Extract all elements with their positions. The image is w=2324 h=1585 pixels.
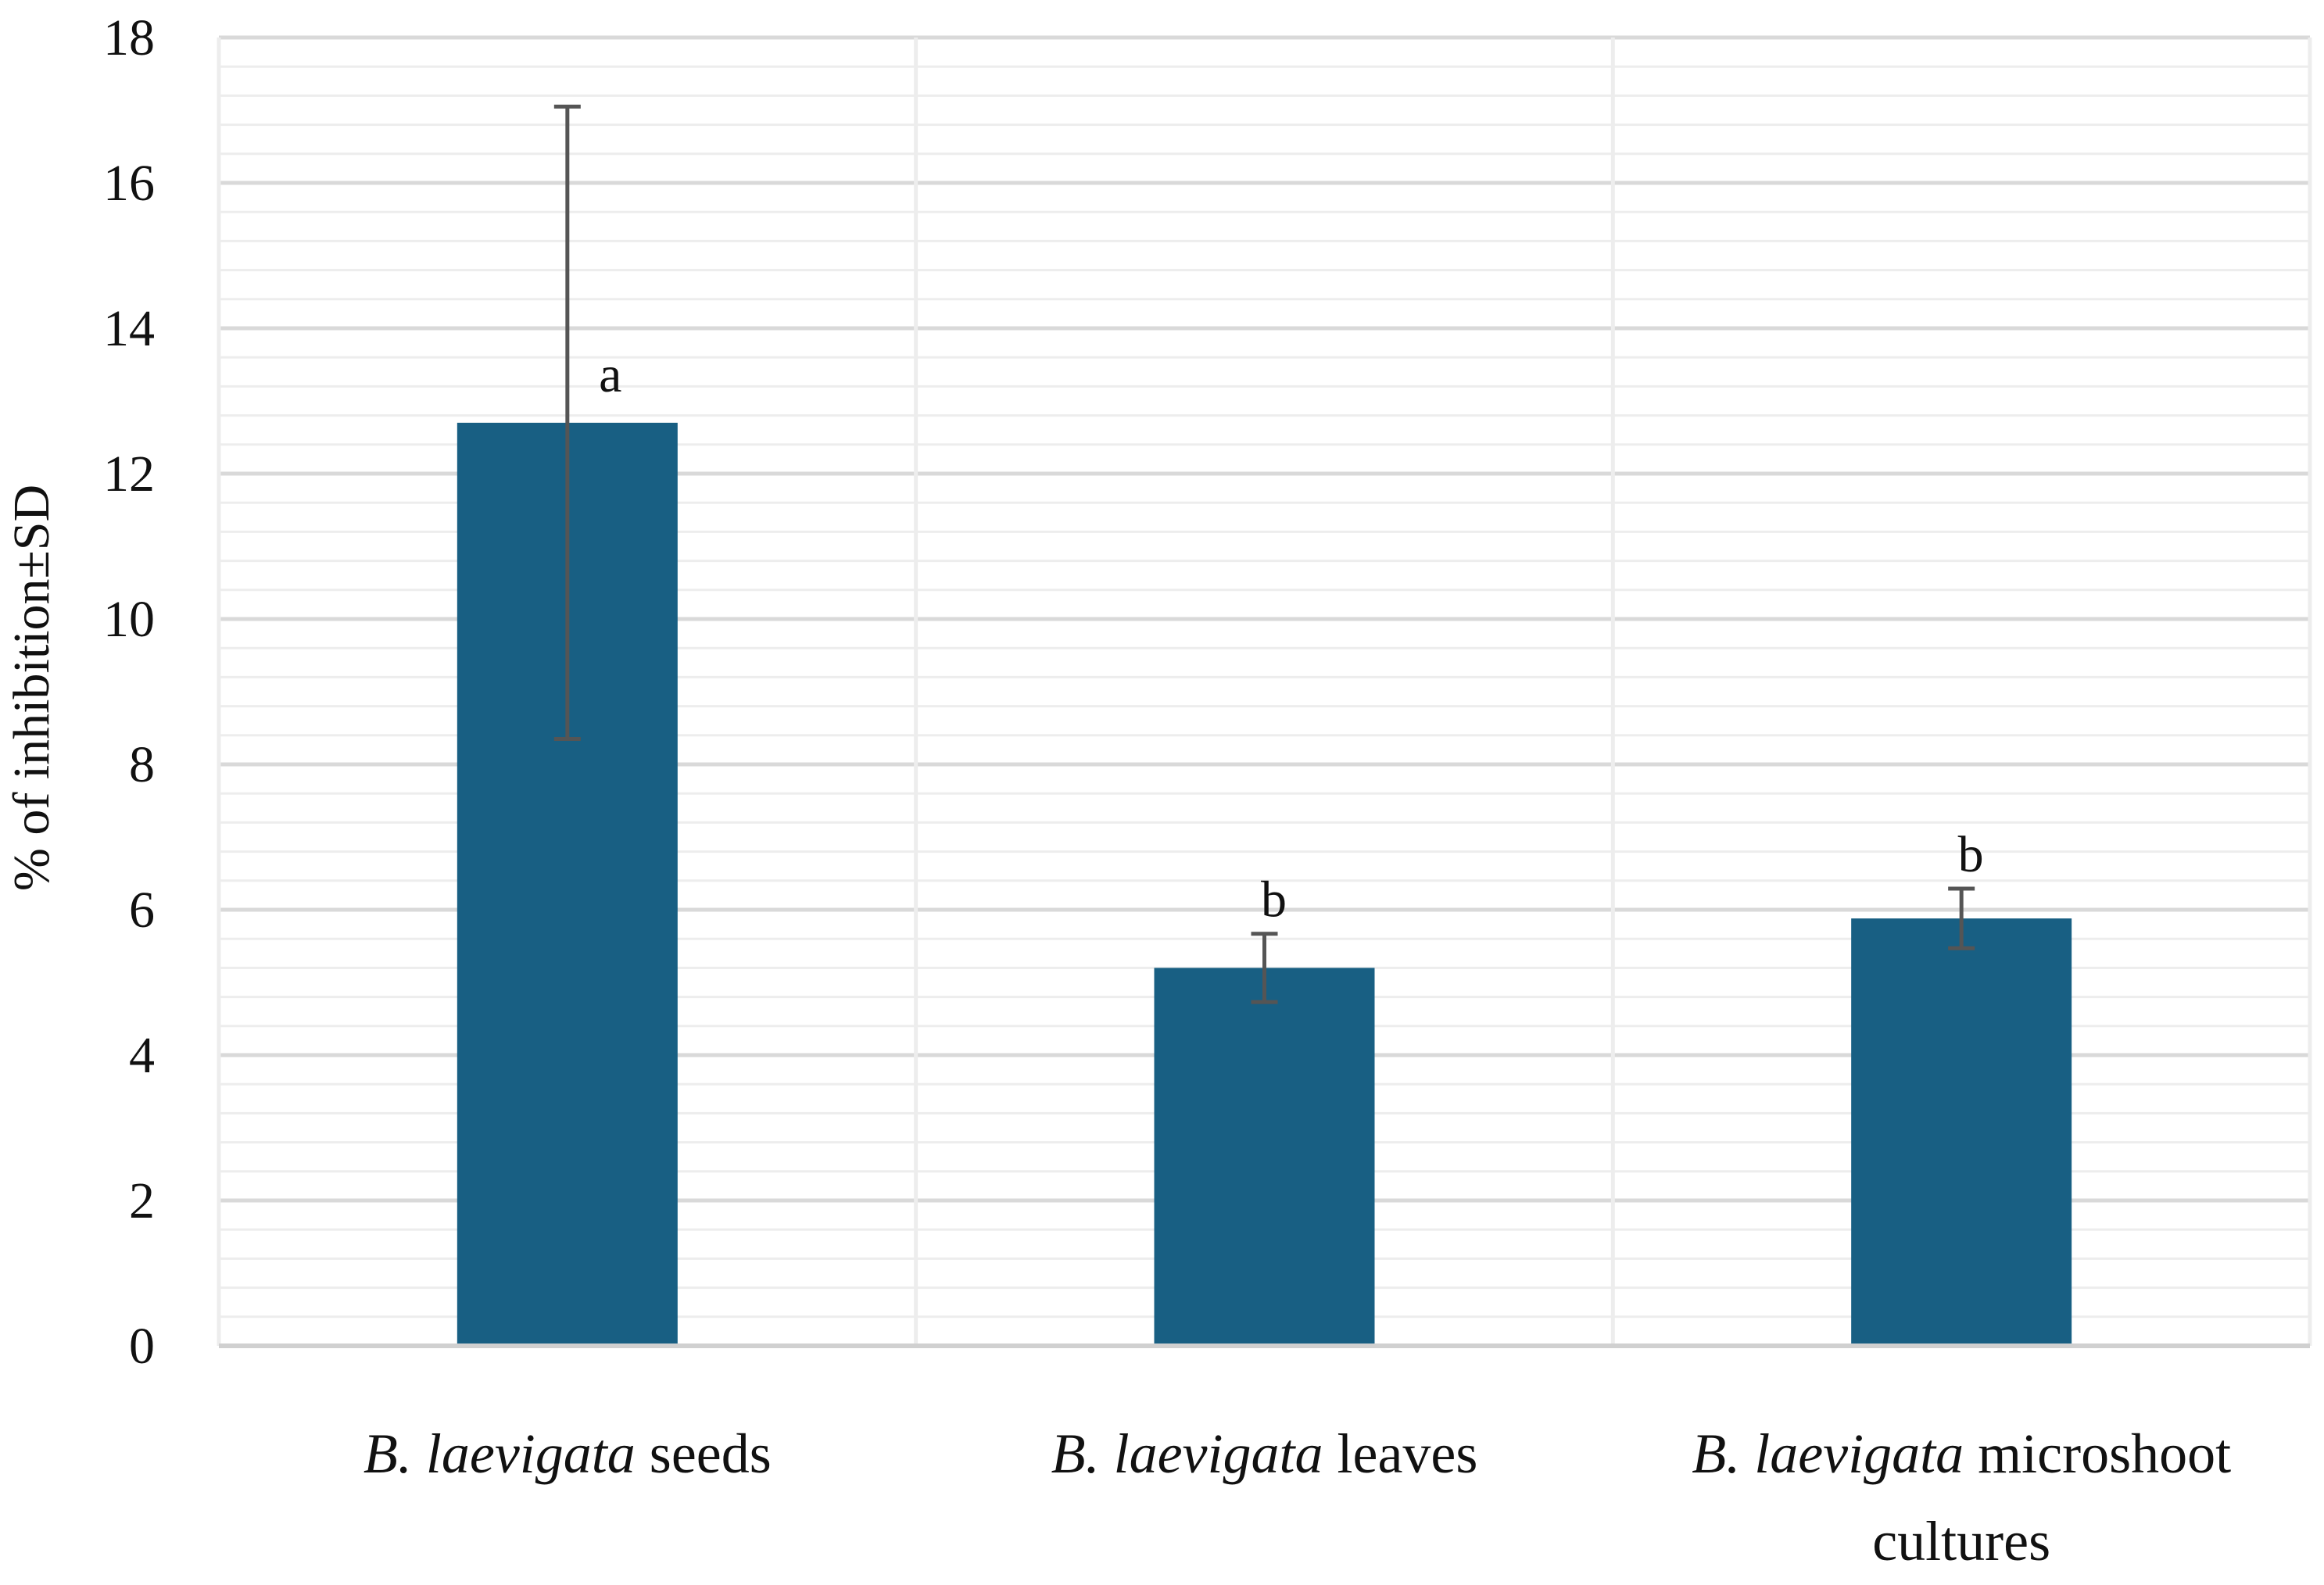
error-bar-2 bbox=[1251, 932, 1278, 1004]
x-category-label-line: B. laevigata seeds bbox=[216, 1410, 919, 1497]
y-tick-labels: 0 2 4 6 8 10 12 14 16 18 bbox=[103, 9, 155, 1375]
bar-2 bbox=[1154, 968, 1375, 1346]
y-tick-label: 14 bbox=[103, 300, 155, 357]
category-plain-text: microshoot bbox=[1964, 1422, 2232, 1485]
error-bar-3 bbox=[1948, 886, 1975, 950]
y-tick-label: 10 bbox=[103, 591, 155, 648]
y-tick-label: 4 bbox=[129, 1027, 155, 1084]
significance-labels: a b b bbox=[599, 346, 1983, 928]
bars bbox=[457, 422, 2072, 1346]
category-plain-text: seeds bbox=[635, 1422, 772, 1485]
category-italic-text: B. laevigata bbox=[1692, 1422, 1964, 1485]
x-category-label-2: B. laevigata leaves bbox=[913, 1410, 1617, 1497]
y-tick-label: 6 bbox=[129, 882, 155, 939]
y-tick-label: 0 bbox=[129, 1318, 155, 1375]
category-plain-text: leaves bbox=[1323, 1422, 1478, 1485]
y-tick-label: 2 bbox=[129, 1172, 155, 1229]
bar-3 bbox=[1851, 918, 2072, 1346]
category-italic-text: B. laevigata bbox=[363, 1422, 636, 1485]
y-tick-label: 18 bbox=[103, 9, 155, 66]
significance-letter-2: b bbox=[1261, 871, 1287, 928]
x-category-label-3: B. laevigata microshoot cultures bbox=[1610, 1410, 2313, 1585]
error-bars bbox=[553, 104, 1975, 1004]
error-bar-1 bbox=[553, 104, 581, 741]
x-category-label-line: B. laevigata microshoot bbox=[1610, 1410, 2313, 1497]
x-category-label-1: B. laevigata seeds bbox=[216, 1410, 919, 1497]
y-axis-title: % of inhibition±SD bbox=[3, 485, 60, 891]
category-italic-text: B. laevigata bbox=[1051, 1422, 1323, 1485]
x-category-label-line: B. laevigata leaves bbox=[913, 1410, 1617, 1497]
x-category-label-line-2: cultures bbox=[1872, 1510, 2051, 1572]
y-tick-label: 12 bbox=[103, 445, 155, 503]
significance-letter-3: b bbox=[1958, 826, 1984, 883]
significance-letter-1: a bbox=[599, 346, 621, 403]
y-tick-label: 8 bbox=[129, 736, 155, 793]
y-tick-label: 16 bbox=[103, 155, 155, 212]
